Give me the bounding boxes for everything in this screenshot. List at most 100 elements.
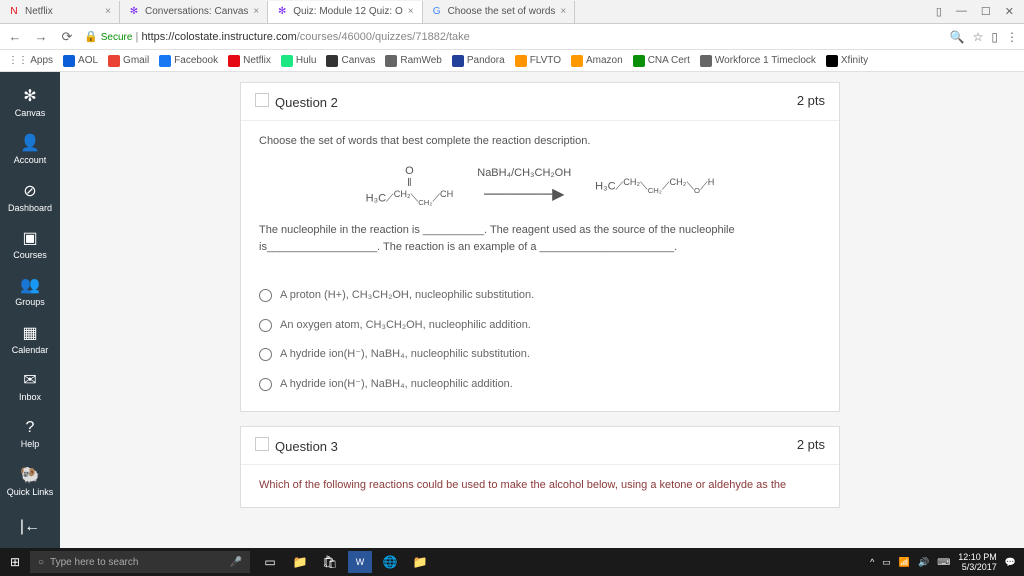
star-icon[interactable]: ☆ [973, 30, 984, 44]
minimize-button[interactable]: — [956, 5, 967, 18]
forward-button[interactable]: → [32, 29, 50, 44]
start-button[interactable]: ⊞ [0, 555, 30, 569]
bookmark-facebook[interactable]: Facebook [159, 55, 218, 67]
store-icon[interactable]: 🛍 [318, 551, 342, 573]
reaction-diagram: O‖ H₃C⟋CH₂⟍CH₂⟋CH NaBH₄/CH₃CH₂OH ──────▶… [259, 165, 821, 208]
clock-time[interactable]: 12:10 PM [958, 552, 997, 562]
sidebar-item-collapse[interactable]: |← [0, 505, 60, 552]
sidebar-label: Quick Links [7, 487, 54, 497]
back-button[interactable]: ← [6, 29, 24, 44]
ext-icon[interactable]: ▯ [991, 30, 998, 44]
sidebar-item-calendar[interactable]: ▦ Calendar [0, 315, 60, 362]
windows-taskbar: ⊞ ○ Type here to search 🎤 ▭ 📁 🛍 W 🌐 📁 ^ … [0, 548, 1024, 576]
bookmark-aol[interactable]: AOL [63, 55, 98, 67]
sidebar-item-quick-links[interactable]: 🐏 Quick Links [0, 457, 60, 504]
flag-icon[interactable] [255, 437, 269, 451]
sidebar-item-dashboard[interactable]: ⊘ Dashboard [0, 173, 60, 220]
bookmark-gmail[interactable]: Gmail [108, 55, 149, 67]
tab-title: Conversations: Canvas [145, 6, 248, 17]
calendar-icon: ▦ [22, 323, 37, 343]
flag-icon[interactable] [255, 93, 269, 107]
question-points: 2 pts [797, 93, 825, 110]
choice-text: A proton (H+), CH₃CH₂OH, nucleophilic su… [280, 287, 534, 305]
zoom-icon[interactable]: 🔍 [950, 30, 965, 44]
mic-icon[interactable]: 🎤 [230, 557, 242, 568]
volume-icon[interactable]: 🔊 [918, 557, 929, 568]
question-title: Question 3 [275, 439, 338, 454]
wifi-icon[interactable]: 📶 [899, 557, 910, 568]
tab-close-icon[interactable]: × [560, 6, 566, 17]
keyboard-icon[interactable]: ⌨ [937, 557, 950, 568]
tab-title: Quiz: Module 12 Quiz: O [293, 6, 403, 17]
bookmark-pandora[interactable]: Pandora [452, 55, 505, 67]
sidebar-label: Account [14, 155, 47, 165]
canvas-sidebar: ✻Canvas 👤 Account ⊘ Dashboard ▣Courses👥Groups… [0, 72, 60, 552]
radio-button[interactable] [259, 289, 272, 302]
bookmark-xfinity[interactable]: Xfinity [826, 55, 868, 67]
inbox-icon: ✉ [23, 370, 36, 390]
tab-close-icon[interactable]: × [408, 6, 414, 17]
answer-choice[interactable]: A hydride ion(H⁻), NaBH₄, nucleophilic a… [259, 370, 821, 400]
clock-date[interactable]: 5/3/2017 [958, 562, 997, 572]
browser-tab[interactable]: NNetflix× [0, 1, 120, 23]
tab-close-icon[interactable]: × [105, 6, 111, 17]
close-button[interactable]: ✕ [1005, 5, 1014, 18]
sidebar-item-account[interactable]: 👤 Account [0, 125, 60, 172]
account-icon: 👤 [20, 133, 40, 153]
reload-button[interactable]: ⟳ [58, 29, 76, 45]
sidebar-item-groups[interactable]: 👥Groups [0, 268, 60, 315]
quick links-icon: 🐏 [20, 465, 40, 485]
chrome-icon[interactable]: 🌐 [378, 551, 402, 573]
bookmark-canvas[interactable]: Canvas [326, 55, 375, 67]
browser-tab[interactable]: GChoose the set of words× [423, 1, 576, 23]
bookmark-flvto[interactable]: FLVTO [515, 55, 561, 67]
sidebar-item-help[interactable]: ?Help [0, 410, 60, 457]
task-view-icon[interactable]: ▭ [258, 551, 282, 573]
radio-button[interactable] [259, 378, 272, 391]
bookmark-amazon[interactable]: Amazon [571, 55, 623, 67]
apps-button[interactable]: ⋮⋮ Apps [8, 55, 53, 66]
sidebar-label: Inbox [19, 392, 41, 402]
window-controls: ▯ — ☐ ✕ [936, 5, 1024, 18]
answer-choice[interactable]: A hydride ion(H⁻), NaBH₄, nucleophilic s… [259, 340, 821, 370]
answer-choice[interactable]: An oxygen atom, CH₃CH₂OH, nucleophilic a… [259, 311, 821, 341]
battery-icon[interactable]: ▭ [882, 557, 891, 568]
bookmark-workforce-1-timeclock[interactable]: Workforce 1 Timeclock [700, 55, 816, 67]
sidebar-item-canvas[interactable]: ✻Canvas [0, 78, 60, 125]
cortana-icon: ○ [38, 557, 44, 568]
explorer-icon[interactable]: 📁 [288, 551, 312, 573]
tab-close-icon[interactable]: × [253, 6, 259, 17]
notifications-icon[interactable]: 💬 [1005, 557, 1016, 568]
user-icon[interactable]: ▯ [936, 5, 942, 18]
url-field[interactable]: 🔒 Secure | https://colostate.instructure… [84, 30, 942, 43]
word-icon[interactable]: W [348, 551, 372, 573]
bookmark-cna-cert[interactable]: CNA Cert [633, 55, 690, 67]
dashboard-icon: ⊘ [23, 181, 36, 201]
sidebar-item-inbox[interactable]: ✉ Inbox [0, 362, 60, 409]
quiz-content: Question 2 2 pts Choose the set of words… [60, 72, 1024, 552]
menu-icon[interactable]: ⋮ [1006, 30, 1018, 44]
browser-tab[interactable]: ✻Conversations: Canvas× [120, 1, 268, 23]
radio-button[interactable] [259, 319, 272, 332]
bookmark-hulu[interactable]: Hulu [281, 55, 317, 67]
question-title: Question 2 [275, 95, 338, 110]
maximize-button[interactable]: ☐ [981, 5, 991, 18]
canvas-icon: ✻ [23, 86, 36, 106]
tab-title: Netflix [25, 6, 53, 17]
bookmark-netflix[interactable]: Netflix [228, 55, 271, 67]
choice-text: An oxygen atom, CH₃CH₂OH, nucleophilic a… [280, 317, 531, 335]
tab-title: Choose the set of words [448, 6, 556, 17]
tray-up-icon[interactable]: ^ [870, 557, 874, 567]
groups-icon: 👥 [20, 275, 40, 295]
sidebar-item-courses[interactable]: ▣Courses [0, 220, 60, 267]
browser-tab[interactable]: ✻Quiz: Module 12 Quiz: O× [268, 1, 422, 23]
app-icon[interactable]: 📁 [408, 551, 432, 573]
taskbar-search[interactable]: ○ Type here to search 🎤 [30, 551, 250, 573]
radio-button[interactable] [259, 348, 272, 361]
fill-text: The nucleophile in the reaction is _____… [259, 222, 821, 257]
sidebar-label: Calendar [12, 345, 49, 355]
answer-choice[interactable]: A proton (H+), CH₃CH₂OH, nucleophilic su… [259, 281, 821, 311]
sidebar-label: Dashboard [8, 203, 52, 213]
bookmark-ramweb[interactable]: RamWeb [385, 55, 442, 67]
browser-tab-bar: NNetflix×✻Conversations: Canvas×✻Quiz: M… [0, 0, 1024, 24]
